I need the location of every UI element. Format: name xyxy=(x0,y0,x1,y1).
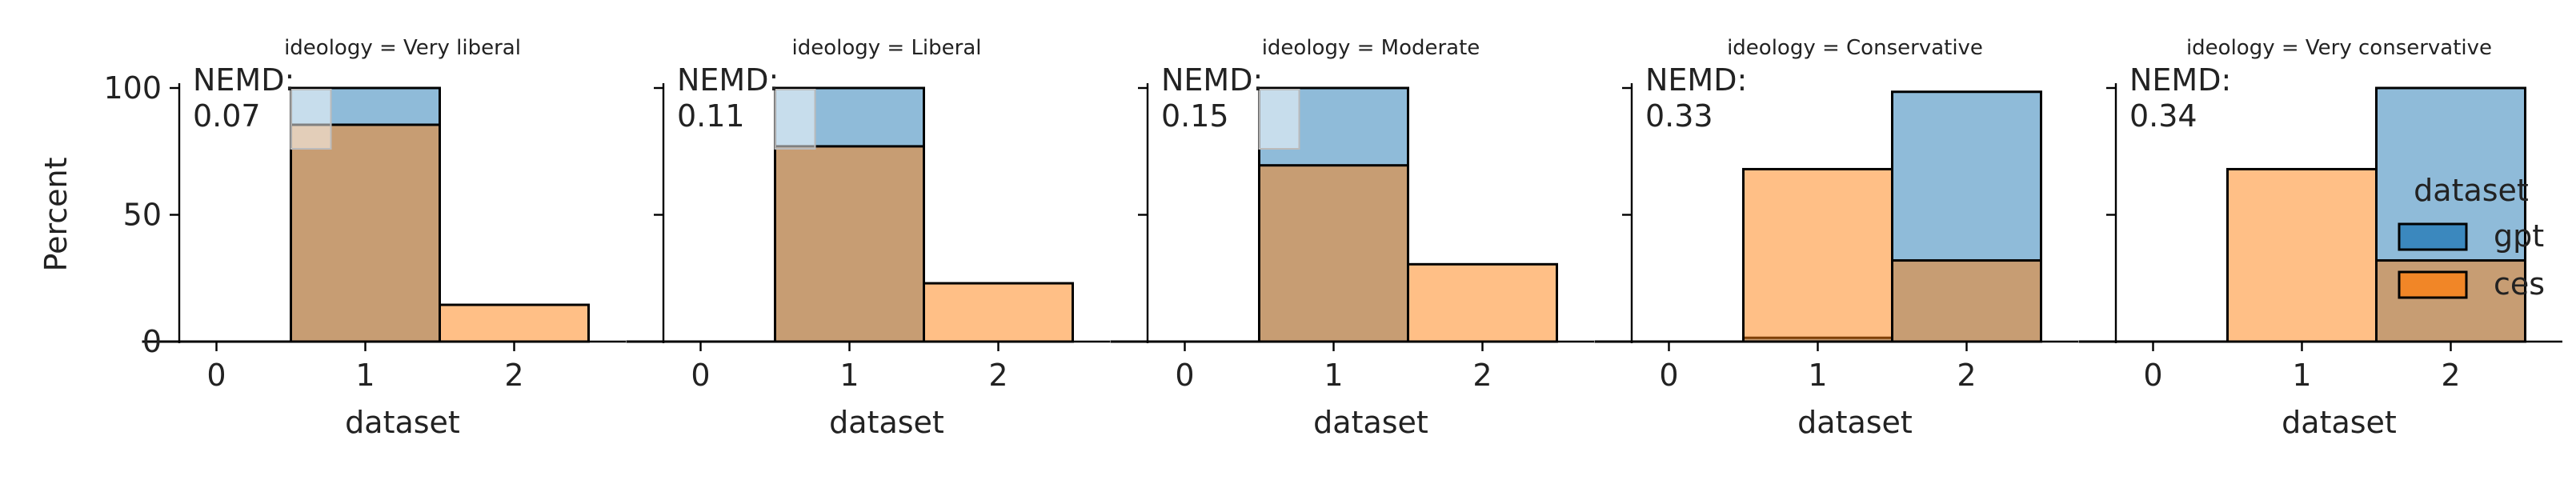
x-tick-label: 2 xyxy=(1472,358,1492,393)
x-tick-label: 2 xyxy=(504,358,523,393)
histogram-bar xyxy=(1258,164,1409,343)
nemd-value: 0.15 xyxy=(1161,98,1229,134)
legend-label-ces: ces xyxy=(2494,266,2545,302)
facet-title: ideology = Conservative xyxy=(1727,36,1983,60)
x-axis-label: dataset xyxy=(345,405,460,440)
nemd-annotation-box xyxy=(290,89,332,150)
histogram-bar xyxy=(774,145,925,343)
facet-title: ideology = Very conservative xyxy=(2186,36,2492,60)
legend-label-gpt: gpt xyxy=(2494,218,2544,254)
x-axis-label: dataset xyxy=(829,405,944,440)
nemd-value: 0.11 xyxy=(677,98,745,134)
x-tick-label: 0 xyxy=(1659,358,1678,393)
nemd-label: NEMD: xyxy=(1645,62,1747,98)
histogram-bar xyxy=(290,123,441,343)
y-tick-label: 100 xyxy=(103,70,162,106)
histogram-bar xyxy=(1742,167,1893,343)
facet-title: ideology = Moderate xyxy=(1262,36,1480,60)
facet-panel: ideology = Very conservative 0 1 2 dataset NE… xyxy=(2078,36,2562,440)
histogram-bar xyxy=(439,303,590,343)
legend-swatch-gpt xyxy=(2398,222,2468,251)
facet-title: ideology = Very liberal xyxy=(284,36,521,60)
facet-panel: ideology = Moderate 0 1 2 dataset NEMD:0.15 xyxy=(1110,36,1594,440)
x-axis-label: dataset xyxy=(1797,405,1913,440)
nemd-label: NEMD: xyxy=(2129,62,2231,98)
x-tick-label: 0 xyxy=(2143,358,2162,393)
x-tick-label: 1 xyxy=(1324,358,1343,393)
nemd-label: NEMD: xyxy=(1161,62,1263,98)
facet-title: ideology = Liberal xyxy=(791,36,981,60)
nemd-annotation-box xyxy=(1258,89,1300,150)
x-tick-label: 2 xyxy=(1957,358,1976,393)
histogram-bar xyxy=(2226,167,2378,343)
legend-title: dataset xyxy=(2414,173,2529,208)
x-tick-label: 0 xyxy=(691,358,710,393)
x-tick-label: 2 xyxy=(988,358,1008,393)
y-axis-label: Percent xyxy=(38,158,74,272)
y-tick-label: 50 xyxy=(123,198,162,233)
histogram-bar xyxy=(923,282,1074,343)
x-tick-label: 0 xyxy=(206,358,226,393)
legend-swatch-ces xyxy=(2398,270,2468,299)
y-tick-label: 0 xyxy=(142,324,162,359)
x-tick-label: 1 xyxy=(839,358,859,393)
x-axis-label: dataset xyxy=(1313,405,1428,440)
x-tick-label: 2 xyxy=(2441,358,2460,393)
x-tick-label: 0 xyxy=(1175,358,1194,393)
x-tick-label: 1 xyxy=(355,358,375,393)
x-tick-label: 1 xyxy=(2292,358,2311,393)
histogram-bar xyxy=(1407,262,1558,343)
nemd-value: 0.07 xyxy=(193,98,261,134)
nemd-value: 0.33 xyxy=(1645,98,1713,134)
histogram-bar xyxy=(1891,259,2042,343)
nemd-label: NEMD: xyxy=(677,62,779,98)
nemd-label: NEMD: xyxy=(193,62,294,98)
nemd-annotation-box xyxy=(774,89,816,150)
x-tick-label: 1 xyxy=(1808,358,1827,393)
legend: dataset gpt ces xyxy=(2398,173,2545,302)
facet-panel: ideology = Conservative 0 1 2 dataset NEMD:0.… xyxy=(1594,36,2078,440)
facet-panel: ideology = Liberal 0 1 2 dataset NEMD:0.11 xyxy=(626,36,1110,440)
x-axis-label: dataset xyxy=(2282,405,2397,440)
facet-panel: ideology = Very liberal 0 50 100 0 1 2 dataset N… xyxy=(103,36,626,440)
nemd-value: 0.34 xyxy=(2129,98,2197,134)
